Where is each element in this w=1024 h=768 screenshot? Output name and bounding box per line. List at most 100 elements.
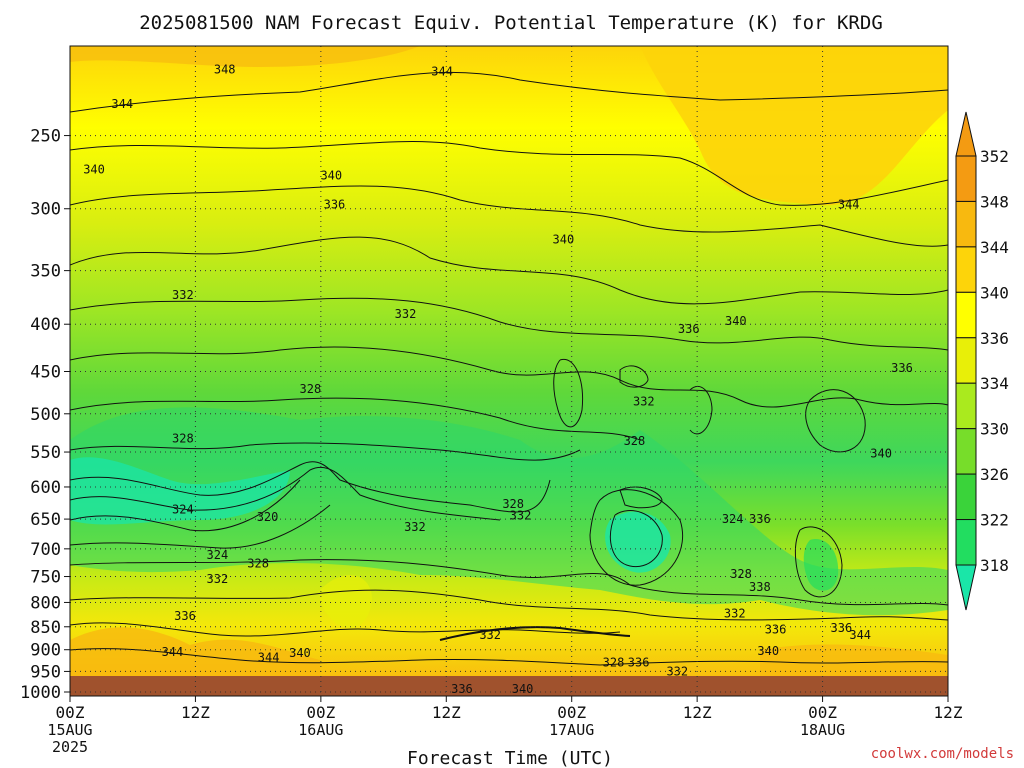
- contour-line: [795, 526, 843, 598]
- contour-line: [70, 71, 948, 113]
- min-theta-core: [803, 539, 839, 591]
- contour-label: 332: [666, 664, 688, 678]
- x-tick-label: 12Z: [181, 703, 210, 722]
- y-tick-label: 850: [30, 618, 61, 638]
- y-tick-label: 500: [30, 405, 61, 425]
- contour-label: 332: [510, 508, 532, 522]
- colorbar-label: 326: [980, 465, 1009, 484]
- y-tick-label: 900: [30, 641, 61, 661]
- x-tick-label: 00Z: [557, 703, 586, 722]
- contour-label: 336: [765, 623, 787, 637]
- contour-line: [70, 466, 501, 521]
- contour-line: [70, 397, 641, 441]
- x-tick-date: 16AUG: [298, 721, 343, 739]
- y-tick-label: 800: [30, 593, 61, 613]
- contour-label: 344: [258, 651, 280, 665]
- contour-label: 328: [172, 432, 194, 446]
- contour-label: 332: [633, 395, 655, 409]
- min-theta-core: [605, 511, 671, 573]
- contour-label: 332: [404, 520, 426, 534]
- contour-label: 328: [300, 382, 322, 396]
- y-tick-label: 550: [30, 443, 61, 463]
- colorbar-label: 334: [980, 374, 1009, 393]
- contour-label: 324: [722, 512, 744, 526]
- contour-label: 344: [162, 645, 184, 659]
- contour-label: 344: [838, 198, 860, 212]
- contour-label: 340: [757, 644, 779, 658]
- contour-label: 332: [207, 572, 229, 586]
- y-tick-label: 400: [30, 315, 61, 335]
- contour-line: [70, 479, 301, 532]
- x-tick-label: 12Z: [934, 703, 963, 722]
- contour-line: [805, 389, 866, 453]
- contour-label: 336: [749, 512, 771, 526]
- contour-label: 324: [172, 503, 194, 517]
- colorbar-label: 330: [980, 420, 1009, 439]
- contour-line: [619, 486, 663, 509]
- x-tick-date: 18AUG: [800, 721, 845, 739]
- y-tick-label: 950: [30, 662, 61, 682]
- contour-line: [439, 626, 631, 641]
- contour-line: [70, 141, 948, 206]
- x-tick-date: 17AUG: [549, 721, 594, 739]
- colorbar-segment: [955, 246, 977, 293]
- contour-line: [70, 504, 331, 549]
- contour-label: 328: [502, 497, 524, 511]
- contour-label: 328: [730, 567, 752, 581]
- colorbar-segment: [955, 291, 977, 339]
- contour-line: [70, 346, 948, 408]
- colorbar-segment: [955, 382, 977, 430]
- plot-area: 348 344 344 340 340 336 344 340 332 332 336 340 336 3…: [69, 45, 949, 697]
- contour-line: [70, 297, 948, 351]
- x-tick-year: 2025: [52, 738, 88, 756]
- contour-label: 340: [553, 233, 575, 247]
- contour-line: [70, 461, 551, 513]
- min-theta-core: [70, 457, 290, 525]
- contour-label: 338: [749, 580, 771, 594]
- watermark: coolwx.com/models: [871, 746, 1014, 762]
- contour-label: 340: [289, 646, 311, 660]
- contour-line: [609, 510, 663, 568]
- contour-line: [70, 622, 621, 637]
- contour-label: 332: [724, 606, 746, 620]
- contour-label: 340: [83, 162, 105, 176]
- contour-label: 340: [870, 446, 892, 460]
- y-tick-label: 350: [30, 262, 61, 282]
- contour-label: 336: [628, 655, 650, 669]
- contour-label: 332: [172, 288, 194, 302]
- colorbar-segment: [955, 428, 977, 475]
- colorbar-segment: [955, 473, 977, 521]
- contour-label: 320: [257, 510, 279, 524]
- contour-line: [70, 185, 948, 247]
- field-overlays: [70, 46, 948, 676]
- contour-label: 336: [891, 361, 913, 375]
- contour-label: 336: [451, 682, 473, 696]
- contour-label: 344: [849, 628, 871, 642]
- contour-label: 340: [725, 314, 747, 328]
- colorbar-segment: [955, 337, 977, 384]
- colorbar-label: 322: [980, 511, 1009, 530]
- colorbar-segment: [955, 519, 977, 566]
- contour-label: 324: [207, 548, 229, 562]
- contour-line: [689, 385, 713, 435]
- colorbar-max-arrow: [955, 111, 977, 157]
- contour-label: 328: [247, 556, 269, 570]
- colorbar-label: 344: [980, 238, 1009, 257]
- colorbar-label: 318: [980, 556, 1009, 575]
- x-tick-date: 15AUG: [47, 721, 92, 739]
- ground-surface: [70, 676, 948, 696]
- contour-line: [553, 358, 584, 428]
- y-tick-label: 250: [30, 127, 61, 147]
- high-theta-patch: [70, 46, 420, 68]
- contour-label: 348: [214, 62, 236, 76]
- warm-boundary-layer: [320, 575, 372, 629]
- x-tick-label: 00Z: [56, 703, 85, 722]
- y-axis: 250 300 350 400 450 500 550 600 650 700 750 800 850 9…: [20, 127, 70, 703]
- contour-line: [70, 648, 948, 666]
- contour-line: [70, 589, 948, 621]
- colorbar-segment: [955, 200, 977, 248]
- colorbar-min-arrow: [955, 564, 977, 611]
- warm-boundary-layer: [760, 644, 948, 676]
